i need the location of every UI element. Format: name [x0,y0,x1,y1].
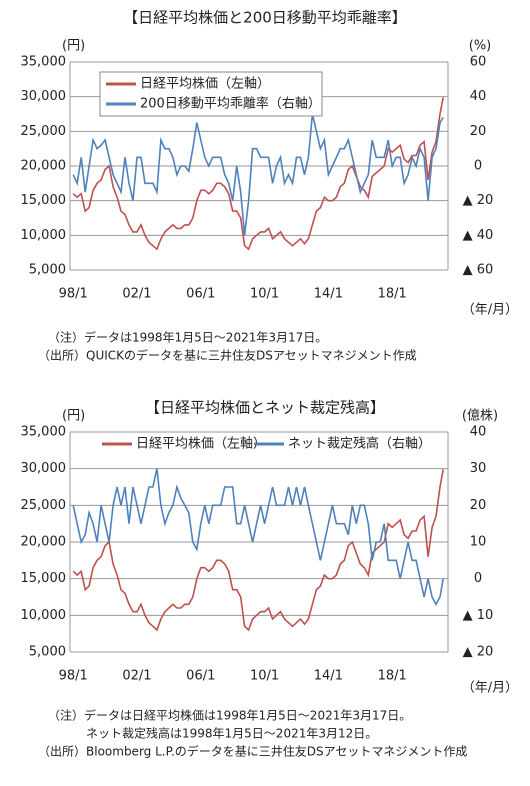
y-tick-label: 20,000 [21,159,67,174]
note: （注）データは日経平均株価は1998年1月5日～2021年3月17日。 [48,708,411,723]
x-tick-label: 02/1 [122,669,151,684]
line-series [72,468,444,606]
legend-label: ネット裁定残高（右軸） [288,436,431,452]
x-tick-label: 10/1 [250,287,279,302]
y-axis-unit: (円) [62,409,85,424]
x-axis-unit: （年/月） [462,681,518,696]
legend-label: 200日移動平均乖離率（右軸） [140,96,321,112]
legend-label: 日経平均株価（左軸） [140,77,270,92]
y2-tick-label: ▲ 40 [463,228,494,243]
x-tick-label: 18/1 [378,669,407,684]
y2-axis-unit: (億株) [462,408,498,424]
chart-title: 【日経平均株価とネット裁定残高】 [145,399,385,417]
y2-tick-label: 0 [474,159,482,174]
y-axis-unit: (円) [62,39,85,54]
x-tick-label: 98/1 [59,669,88,684]
y2-tick-label: 20 [470,498,487,513]
y-tick-label: 10,000 [21,608,67,623]
y2-tick-label: 60 [470,55,487,70]
y-tick-label: 5,000 [29,263,66,278]
x-tick-label: 18/1 [378,287,407,302]
y2-tick-label: 10 [470,535,487,550]
y2-tick-label: 40 [470,425,487,440]
y-tick-label: 30,000 [21,89,67,104]
note: （出所）QUICKのデータを基に三井住友DSアセットマネジメント作成 [38,348,417,363]
y-tick-label: 20,000 [21,535,67,550]
y2-tick-label: 20 [470,124,487,139]
legend-label: 日経平均株価（左軸） [136,437,266,452]
y-tick-label: 30,000 [21,461,67,476]
y-tick-label: 35,000 [21,425,67,440]
y-tick-label: 10,000 [21,228,67,243]
x-tick-label: 98/1 [59,287,88,302]
legend-box [99,71,323,117]
y2-tick-label: 0 [474,571,482,586]
chart-title: 【日経平均株価と200日移動平均乖離率】 [123,9,407,27]
line-series [72,97,444,251]
x-tick-label: 14/1 [314,669,343,684]
y2-tick-label: ▲ 10 [463,608,494,623]
y2-tick-label: 40 [470,89,487,104]
x-tick-label: 02/1 [122,287,151,302]
y2-tick-label: ▲ 20 [463,193,494,208]
y2-tick-label: ▲ 60 [463,263,494,278]
line-series [72,469,444,632]
y2-axis-unit: (%) [469,39,492,54]
y-tick-label: 25,000 [21,498,67,513]
y-tick-label: 15,000 [21,571,67,586]
note: （注）データは1998年1月5日～2021年3月17日。 [48,330,327,345]
x-tick-label: 06/1 [186,287,215,302]
note: ネット裁定残高は1998年1月5日～2021年3月12日。 [86,726,377,741]
line-series [72,113,444,236]
y-tick-label: 35,000 [21,55,67,70]
y2-tick-label: ▲ 20 [463,645,494,660]
x-axis-unit: （年/月） [462,303,518,318]
note: （出所）Bloomberg L.P.のデータを基に三井住友DSアセットマネジメン… [38,744,467,759]
y-tick-label: 5,000 [29,645,66,660]
x-tick-label: 06/1 [186,669,215,684]
y-tick-label: 15,000 [21,193,67,208]
y2-tick-label: 30 [470,461,487,476]
x-tick-label: 14/1 [314,287,343,302]
x-tick-label: 10/1 [250,669,279,684]
y-tick-label: 25,000 [21,124,67,139]
